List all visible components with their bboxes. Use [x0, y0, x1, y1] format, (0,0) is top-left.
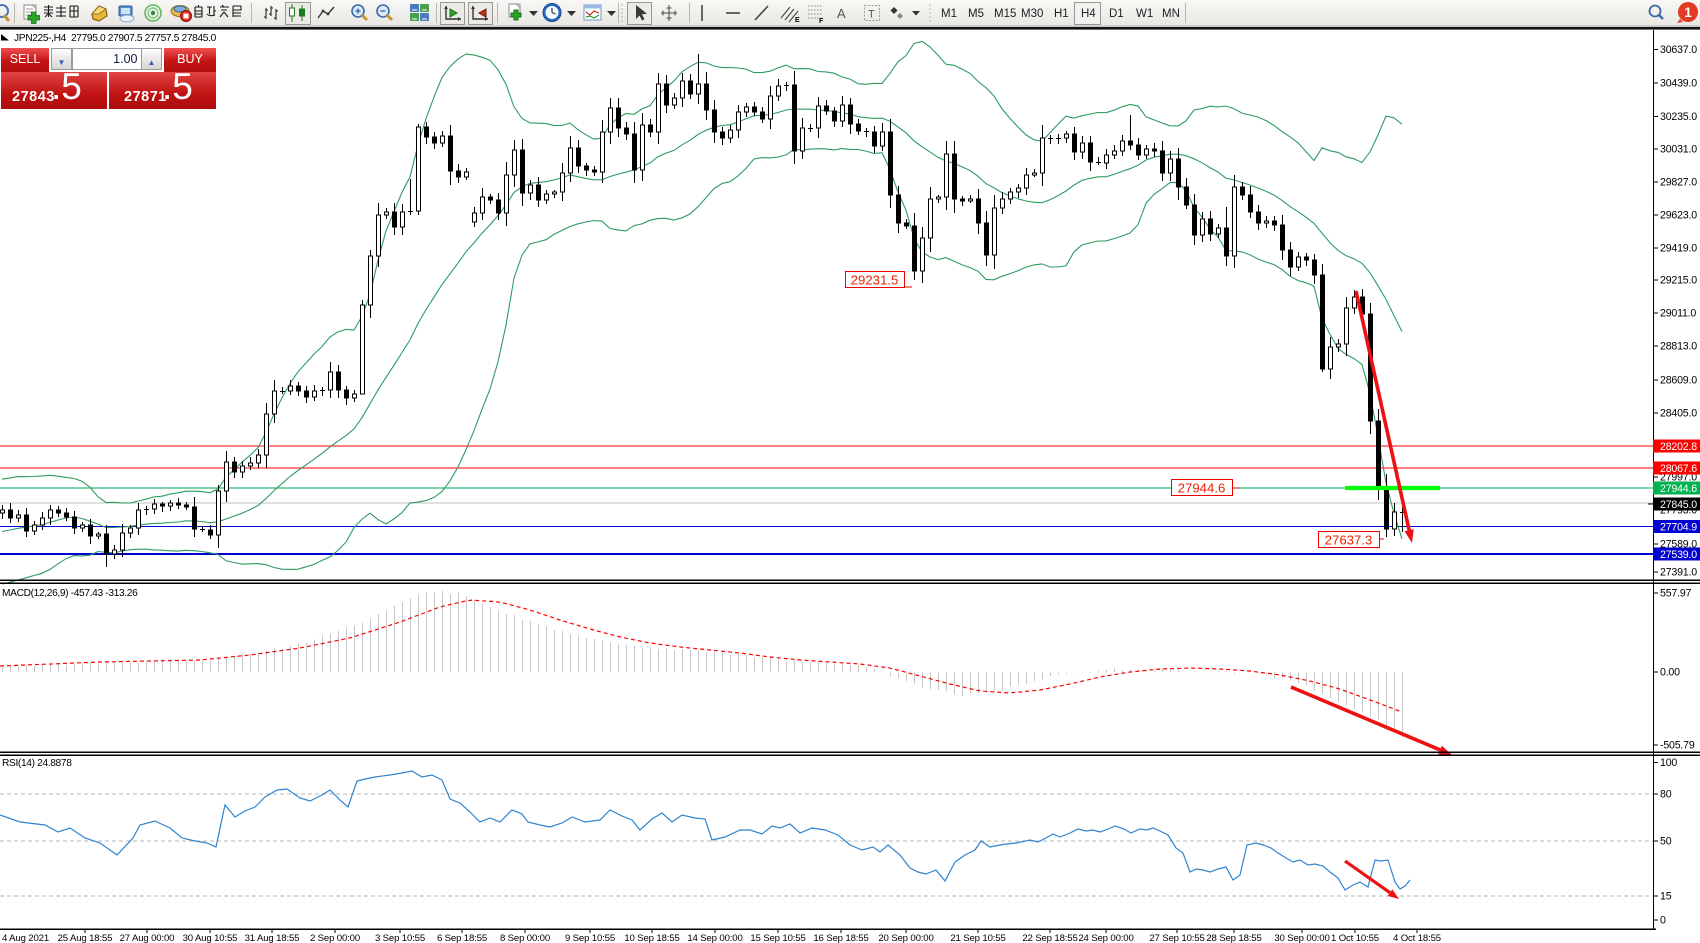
svg-text:29623.0: 29623.0 [1660, 210, 1697, 222]
svg-text:20 Sep 00:00: 20 Sep 00:00 [878, 933, 933, 943]
svg-text:-505.79: -505.79 [1660, 740, 1695, 752]
svg-text:H1: H1 [1054, 8, 1069, 20]
svg-text:4 Oct 18:55: 4 Oct 18:55 [1393, 933, 1441, 943]
svg-text:M1: M1 [941, 8, 957, 20]
svg-text:27539.0: 27539.0 [1660, 549, 1697, 561]
svg-text:M15: M15 [994, 8, 1016, 20]
svg-text:H4: H4 [1081, 8, 1096, 20]
svg-text:MN: MN [1162, 8, 1180, 20]
svg-text:9 Sep 10:55: 9 Sep 10:55 [565, 933, 615, 943]
svg-text:10 Sep 18:55: 10 Sep 18:55 [624, 933, 679, 943]
svg-text:30439.0: 30439.0 [1660, 78, 1697, 90]
svg-text:27845.0: 27845.0 [1660, 499, 1697, 511]
svg-text:MACD(12,26,9) -457.43 -313.26: MACD(12,26,9) -457.43 -313.26 [2, 588, 138, 599]
svg-text:1: 1 [1684, 5, 1692, 20]
svg-text:E: E [795, 17, 800, 24]
svg-text:30637.0: 30637.0 [1660, 44, 1697, 56]
svg-text:16 Sep 18:55: 16 Sep 18:55 [813, 933, 868, 943]
svg-text:30 Aug 10:55: 30 Aug 10:55 [183, 933, 238, 943]
svg-text:1 Oct 10:55: 1 Oct 10:55 [1331, 933, 1379, 943]
svg-text:28609.0: 28609.0 [1660, 375, 1697, 387]
svg-text:4 Aug 2021: 4 Aug 2021 [2, 933, 49, 943]
svg-text:28202.8: 28202.8 [1660, 441, 1697, 453]
svg-text:30235.0: 30235.0 [1660, 111, 1697, 123]
svg-text:28813.0: 28813.0 [1660, 341, 1697, 353]
svg-text:27637.3: 27637.3 [1325, 533, 1373, 548]
svg-text:2 Sep 00:00: 2 Sep 00:00 [310, 933, 360, 943]
svg-text:25 Aug 18:55: 25 Aug 18:55 [58, 933, 113, 943]
svg-text:M30: M30 [1021, 8, 1043, 20]
svg-text:A: A [837, 6, 846, 21]
svg-text:27391.0: 27391.0 [1660, 567, 1697, 579]
svg-text:F: F [819, 18, 824, 25]
svg-text:3 Sep 10:55: 3 Sep 10:55 [375, 933, 425, 943]
svg-text:14 Sep 00:00: 14 Sep 00:00 [687, 933, 742, 943]
svg-text:29011.0: 29011.0 [1660, 308, 1696, 320]
svg-text:29215.0: 29215.0 [1660, 275, 1697, 287]
svg-text:28067.6: 28067.6 [1660, 463, 1697, 475]
svg-text:29827.0: 29827.0 [1660, 177, 1697, 189]
svg-text:0: 0 [1660, 915, 1666, 927]
svg-text:29419.0: 29419.0 [1660, 243, 1697, 255]
svg-text:28 Sep 18:55: 28 Sep 18:55 [1206, 933, 1261, 943]
svg-text:8 Sep 00:00: 8 Sep 00:00 [500, 933, 550, 943]
svg-text:30 Sep 00:00: 30 Sep 00:00 [1274, 933, 1329, 943]
svg-text:JPN225-,H4 27795.0 27907.5 27: JPN225-,H4 27795.0 27907.5 27757.5 27845… [14, 33, 217, 44]
svg-text:21 Sep 10:55: 21 Sep 10:55 [950, 933, 1005, 943]
svg-text:T: T [868, 9, 875, 21]
svg-text:28405.0: 28405.0 [1660, 408, 1697, 420]
svg-text:M5: M5 [968, 8, 984, 20]
svg-text:24 Sep 00:00: 24 Sep 00:00 [1078, 933, 1133, 943]
svg-text:27944.6: 27944.6 [1660, 483, 1697, 495]
svg-text:22 Sep 18:55: 22 Sep 18:55 [1022, 933, 1077, 943]
svg-text:6 Sep 18:55: 6 Sep 18:55 [437, 933, 487, 943]
svg-text:50: 50 [1660, 836, 1672, 848]
svg-text:RSI(14) 24.8878: RSI(14) 24.8878 [2, 758, 72, 769]
svg-text:27704.9: 27704.9 [1660, 522, 1697, 534]
svg-text:27 Sep 10:55: 27 Sep 10:55 [1149, 933, 1204, 943]
svg-text:15 Sep 10:55: 15 Sep 10:55 [750, 933, 805, 943]
svg-text:30031.0: 30031.0 [1660, 144, 1697, 156]
svg-text:D1: D1 [1109, 8, 1124, 20]
svg-text:27944.6: 27944.6 [1178, 481, 1226, 496]
svg-text:W1: W1 [1136, 8, 1153, 20]
svg-text:27 Aug 00:00: 27 Aug 00:00 [120, 933, 175, 943]
svg-text:29231.5: 29231.5 [851, 273, 899, 288]
svg-text:31 Aug 18:55: 31 Aug 18:55 [245, 933, 300, 943]
svg-text:80: 80 [1660, 789, 1672, 801]
svg-text:557.97: 557.97 [1660, 588, 1692, 600]
svg-text:15: 15 [1660, 891, 1672, 903]
svg-text:0.00: 0.00 [1660, 667, 1680, 679]
svg-text:100: 100 [1660, 757, 1677, 769]
